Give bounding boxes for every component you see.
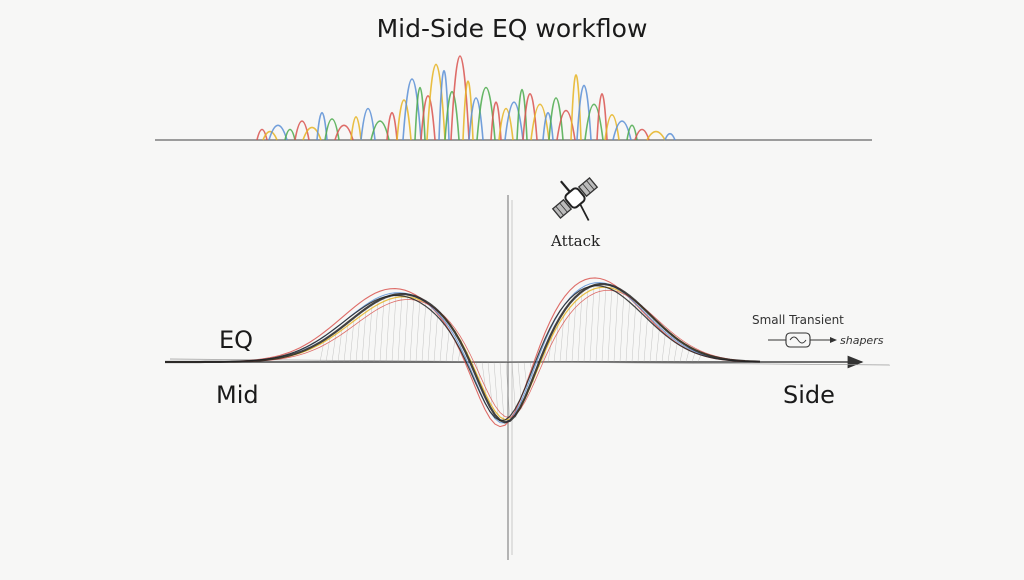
- spectrum-spike: [426, 63, 446, 141]
- hatch-line: [367, 305, 373, 363]
- attack-label: Attack: [551, 232, 601, 250]
- small-transient-label: Small Transient: [752, 313, 844, 327]
- spectrum-spike: [576, 84, 592, 141]
- hatch-line: [559, 314, 565, 363]
- hatch-line: [337, 328, 343, 363]
- hatch-line: [637, 304, 643, 363]
- eq-label: EQ: [219, 326, 254, 354]
- hatch-line: [619, 290, 625, 363]
- transient-shaper-icon: [768, 332, 837, 348]
- diagram-title: Mid-Side EQ workflow: [376, 14, 648, 43]
- spectrum-spike: [542, 112, 554, 141]
- hatch-line: [589, 285, 595, 363]
- hatch-line: [319, 341, 325, 363]
- hatch-line: [397, 294, 403, 363]
- hatch-line: [325, 337, 331, 363]
- hatch-line: [499, 361, 505, 421]
- hatch-line: [601, 284, 607, 363]
- spectrum-spike: [570, 74, 582, 141]
- spectrum-spike: [468, 97, 484, 141]
- hatch-line: [607, 285, 613, 363]
- spectrum-spike: [256, 128, 268, 141]
- hatch-line: [631, 299, 637, 363]
- spectrum-spike: [556, 109, 576, 141]
- hatch-line: [331, 333, 337, 363]
- spectrum-spike: [262, 130, 278, 141]
- hatch-line: [571, 298, 577, 363]
- spectrum-spike: [414, 86, 426, 141]
- spectrum-spike: [350, 116, 362, 141]
- spectrum-spike: [548, 97, 564, 141]
- hatch-line: [613, 287, 619, 363]
- spectrum-spike: [420, 95, 436, 141]
- spectrum-spike: [584, 103, 604, 141]
- spectrum-spike: [504, 101, 524, 141]
- hatch-line: [577, 293, 583, 363]
- spectrum-spike: [596, 93, 608, 141]
- spectrum-spike: [490, 101, 502, 141]
- spectrum-spike: [604, 114, 620, 141]
- spectrum-spike: [268, 124, 288, 141]
- hatch-line: [391, 294, 397, 363]
- spectrum-spike: [516, 88, 528, 141]
- spectrum-spike: [498, 107, 514, 141]
- hatch-line: [667, 333, 673, 363]
- spectrum-spike: [402, 78, 422, 141]
- hatch-line: [595, 284, 601, 363]
- spectrum-spike: [450, 55, 470, 141]
- eq-curve: [165, 282, 761, 424]
- hatch-line: [427, 304, 433, 363]
- spectrum-spike: [646, 130, 666, 141]
- spectrum-spike: [284, 128, 296, 141]
- hatch-line: [421, 300, 427, 363]
- hatch-line: [415, 297, 421, 363]
- hatch-line: [505, 361, 511, 422]
- eq-curves: [165, 277, 761, 428]
- hatch-line: [493, 361, 499, 416]
- mid-label: Mid: [216, 381, 259, 409]
- spectrum-spike: [612, 120, 632, 141]
- eq-curve: [165, 285, 761, 422]
- hatch-line: [373, 301, 379, 363]
- frequency-spectrum: [256, 55, 676, 141]
- hatch-line: [403, 294, 409, 363]
- hatch-line: [379, 298, 385, 363]
- spectrum-spike: [302, 126, 322, 141]
- spectrum-spike: [386, 112, 398, 141]
- hatch-line: [361, 309, 367, 363]
- hatch-line: [355, 314, 361, 363]
- hatch-line: [433, 308, 439, 363]
- hatch-line: [409, 295, 415, 363]
- shapers-label: shapers: [840, 334, 884, 347]
- spectrum-spike: [370, 120, 390, 141]
- spectrum-spike: [396, 99, 412, 141]
- hatch-line: [553, 325, 559, 363]
- spectrum-spike: [294, 120, 310, 141]
- spectrum-spike: [522, 93, 538, 141]
- hatch-line: [547, 337, 553, 363]
- spectrum-spike: [634, 128, 650, 141]
- spectrum-spike: [334, 124, 354, 141]
- hatch-line: [583, 288, 589, 363]
- hatch-line: [625, 294, 631, 363]
- hatch-line: [451, 330, 457, 363]
- hatch-line: [541, 351, 547, 363]
- hatch-line: [343, 323, 349, 363]
- spectrum-spike: [530, 103, 550, 141]
- hatch-line: [487, 361, 493, 406]
- side-label: Side: [783, 381, 835, 409]
- satellite-icon: [551, 177, 599, 221]
- hatch-line: [385, 296, 391, 363]
- spectrum-spike: [444, 90, 460, 141]
- spectrum-spike: [664, 132, 676, 141]
